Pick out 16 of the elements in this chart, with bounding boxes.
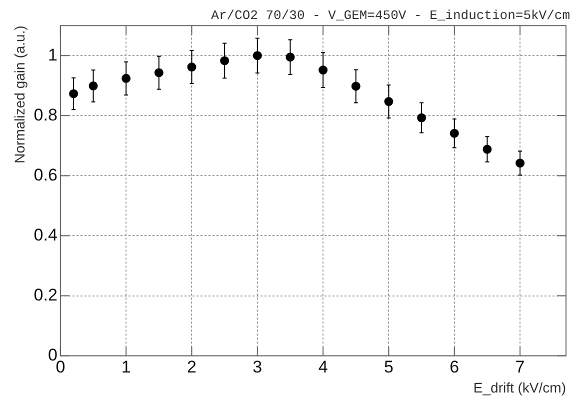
x-tick-label: 5 <box>384 358 394 377</box>
x-tick-label: 2 <box>187 358 196 377</box>
x-tick-label: 3 <box>252 358 262 377</box>
x-tick-label: 1 <box>121 358 131 377</box>
y-tick-label: 0.2 <box>34 285 58 304</box>
y-tick-label: 0.6 <box>34 165 58 184</box>
chart-title: Ar/CO2 70/30 - V_GEM=450V - E_induction=5kV/cm <box>211 8 570 24</box>
y-tick-label: 0.4 <box>34 225 58 244</box>
x-tick-label: 7 <box>515 358 525 377</box>
y-tick-label: 0.8 <box>34 105 58 124</box>
y-axis-title: Normalized gain (a.u.) <box>11 26 28 164</box>
y-tick-label: 1 <box>48 45 58 64</box>
x-tick-label: 4 <box>318 358 328 377</box>
x-tick-label: 6 <box>450 358 460 377</box>
x-axis-title: E_drift (kV/cm) <box>473 379 566 396</box>
y-tick-label: 0 <box>48 345 58 364</box>
